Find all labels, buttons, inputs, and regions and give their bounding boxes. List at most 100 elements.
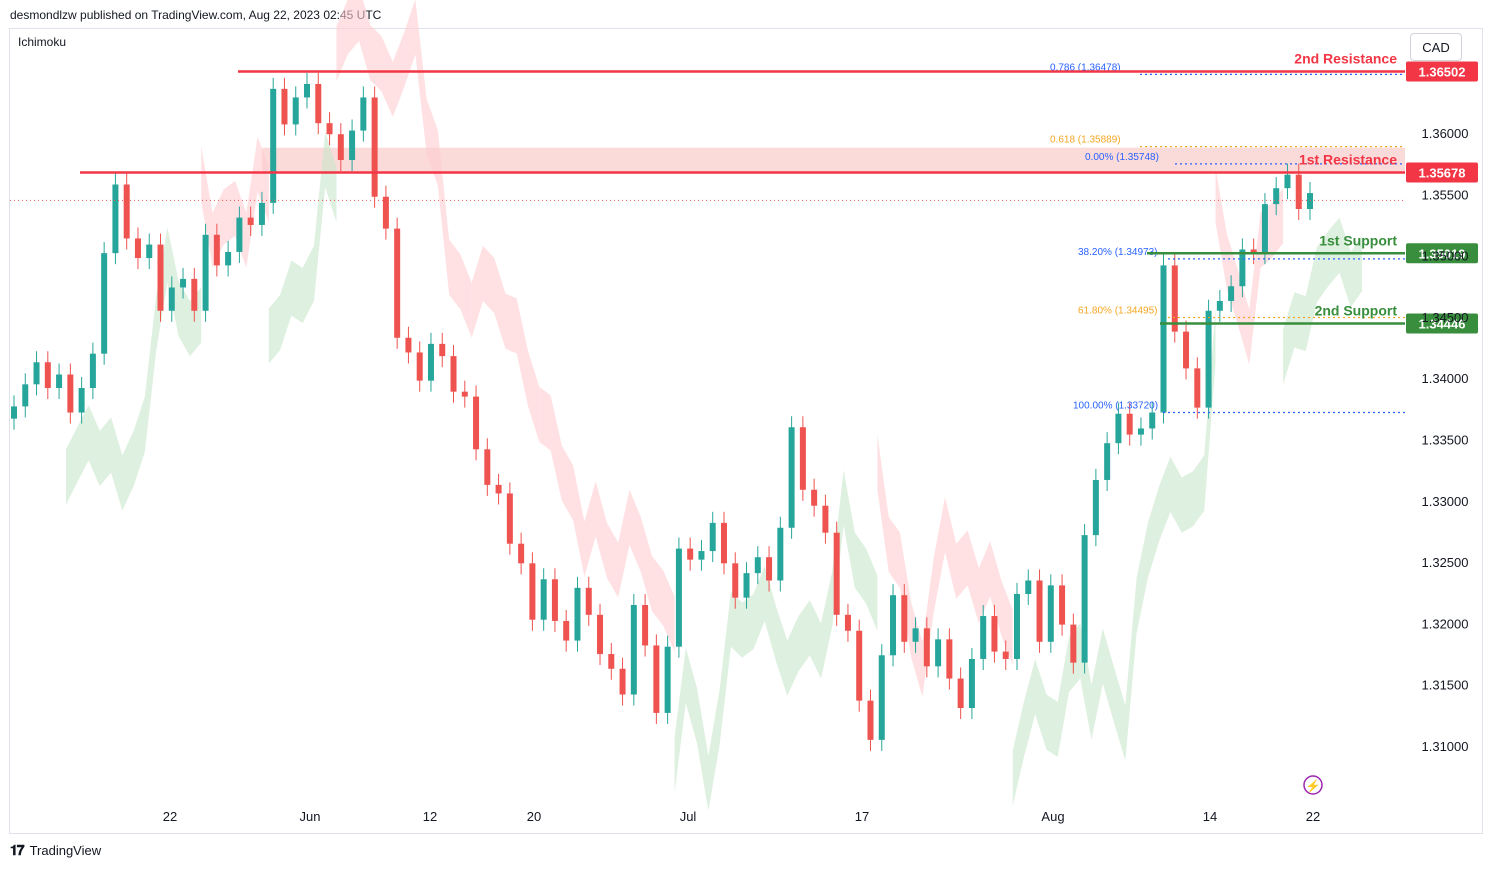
- candle-body: [811, 489, 818, 506]
- ichimoku-cloud-segment: [1012, 623, 1081, 807]
- candle-body: [506, 493, 513, 544]
- brand-name: TradingView: [29, 843, 102, 858]
- candle-body: [1059, 585, 1066, 625]
- candle-body: [777, 527, 784, 581]
- y-tick-label: 1.35500: [1422, 187, 1469, 202]
- candle-body: [168, 287, 175, 311]
- candle-body: [11, 406, 17, 419]
- candle-body: [1047, 585, 1054, 642]
- candle-body: [89, 353, 96, 389]
- candle-body: [1025, 580, 1032, 594]
- candle-body: [1013, 593, 1020, 659]
- candle-body: [1126, 413, 1133, 435]
- candle-body: [405, 337, 412, 353]
- fib-level-label: 0.618 (1.35889): [1050, 135, 1121, 146]
- candle-body: [540, 579, 547, 620]
- candle-body: [78, 388, 85, 413]
- support-label: 1st Support: [1319, 232, 1397, 248]
- candle-body: [427, 343, 434, 381]
- candle-body: [1092, 479, 1099, 536]
- ichimoku-cloud-segment: [133, 227, 202, 487]
- candle-body: [1261, 204, 1268, 254]
- candle-body: [1216, 300, 1223, 311]
- candle-body: [123, 184, 130, 239]
- candle-body: [213, 234, 220, 266]
- y-tick-label: 1.35000: [1422, 249, 1469, 264]
- currency-button[interactable]: CAD: [1410, 33, 1462, 61]
- candle-body: [788, 427, 795, 528]
- price-tag: [1406, 243, 1478, 264]
- ichimoku-cloud-segment: [471, 245, 540, 442]
- resistance-label: 2nd Resistance: [1294, 50, 1397, 66]
- candle-body: [371, 97, 378, 197]
- y-tick-label: 1.34000: [1422, 371, 1469, 386]
- candle-body: [923, 628, 930, 667]
- candle-body: [33, 362, 40, 385]
- price-tag: [1406, 61, 1478, 82]
- candle-body: [236, 217, 243, 252]
- candle-body: [597, 614, 604, 655]
- candle-body: [754, 557, 761, 574]
- ichimoku-cloud-segment: [877, 434, 946, 697]
- candle-body: [191, 278, 198, 311]
- chart-frame[interactable]: [9, 28, 1483, 834]
- ichimoku-cloud-segment: [809, 470, 878, 679]
- publisher-line: desmondlzw published on TradingView.com,…: [10, 8, 382, 22]
- candle-body: [653, 645, 660, 713]
- candle-body: [518, 543, 525, 564]
- indicator-label[interactable]: Ichimoku: [18, 35, 67, 49]
- ichimoku-cloud-segment: [1080, 522, 1148, 761]
- x-tick-label: 14: [1203, 809, 1217, 824]
- price-tag-value: 1.36502: [1419, 64, 1466, 79]
- candle-body: [574, 587, 581, 641]
- candle-body: [1137, 428, 1144, 435]
- candle-body: [1070, 624, 1077, 663]
- support-label: 2nd Support: [1315, 303, 1398, 319]
- ichimoku-cloud-segment: [945, 497, 1013, 666]
- ichimoku-cloud-segment: [336, 0, 405, 118]
- candle-body: [484, 449, 491, 485]
- candle-body: [360, 97, 367, 131]
- candle-body: [112, 184, 119, 254]
- candle-body: [1081, 535, 1088, 663]
- candle-body: [799, 427, 806, 490]
- candle-body: [292, 97, 299, 125]
- candle-body: [698, 551, 705, 560]
- candle-body: [326, 123, 333, 135]
- candle-body: [1183, 331, 1190, 369]
- y-tick-label: 1.31500: [1422, 678, 1469, 693]
- candle-body: [349, 130, 356, 160]
- price-tag: [1406, 313, 1478, 334]
- price-tag-value: 1.35678: [1419, 165, 1466, 180]
- candle-body: [473, 396, 480, 450]
- candle-body: [867, 700, 874, 740]
- candle-body: [337, 134, 344, 160]
- candle-body: [980, 616, 987, 659]
- x-tick-label: 12: [423, 809, 437, 824]
- candle-body: [968, 658, 975, 708]
- footer-brand[interactable]: 𝟏𝟕 TradingView: [10, 842, 101, 859]
- candle-body: [416, 352, 423, 381]
- fib-level-label: 38.20% (1.34973): [1078, 247, 1158, 258]
- y-tick-label: 1.32000: [1422, 616, 1469, 631]
- y-tick-label: 1.34500: [1422, 310, 1469, 325]
- candle-body: [1205, 310, 1212, 408]
- candle-body: [1104, 443, 1111, 480]
- candle-body: [630, 605, 637, 695]
- candle-body: [619, 668, 626, 695]
- candle-body: [675, 548, 682, 647]
- candle-body: [304, 83, 311, 98]
- ichimoku-cloud-segment: [1215, 167, 1284, 365]
- ichimoku-cloud-segment: [606, 489, 675, 652]
- fib-level-label: 0.00% (1.35748): [1085, 152, 1159, 163]
- candle-body: [890, 595, 897, 656]
- candle-body: [394, 228, 401, 338]
- candle-body: [856, 630, 863, 701]
- price-tag-value: 1.34446: [1419, 317, 1466, 332]
- candle-body: [833, 532, 840, 615]
- candle-body: [258, 202, 265, 225]
- fib-level-label: 100.00% (1.33720): [1073, 401, 1158, 412]
- candle-body: [67, 374, 74, 413]
- candle-body: [270, 88, 277, 203]
